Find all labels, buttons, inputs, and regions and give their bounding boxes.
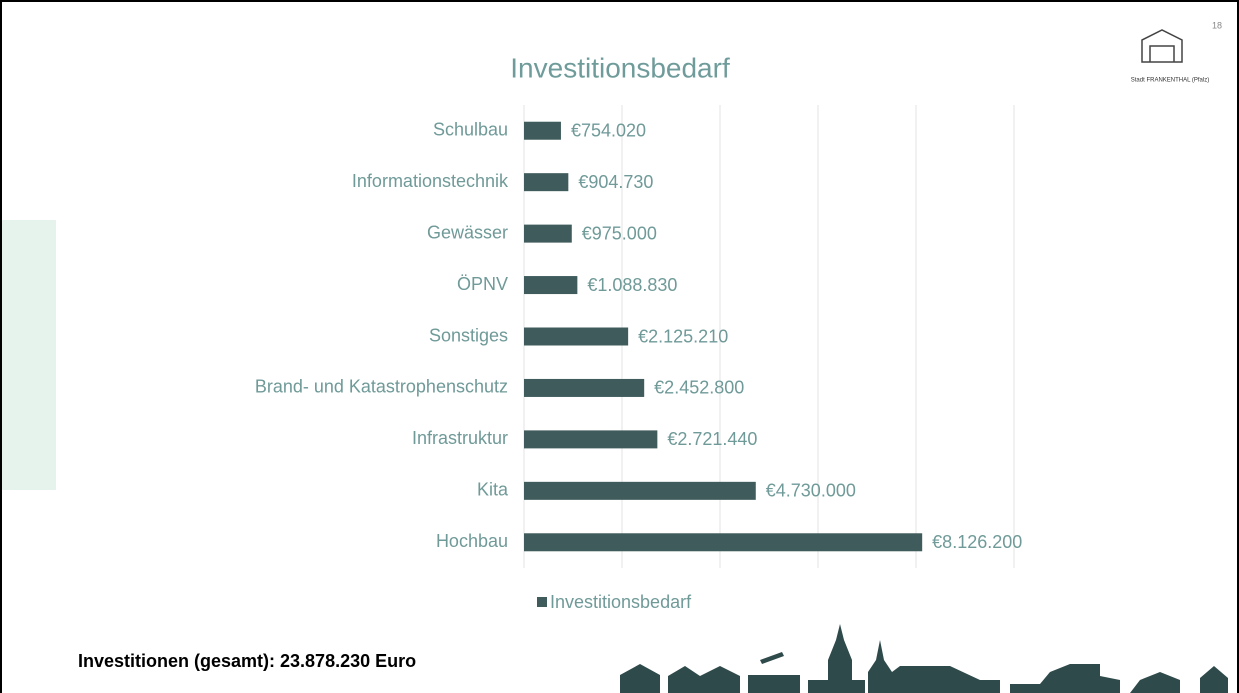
logo-icon [1141,29,1183,63]
bar [524,481,756,500]
data-label: €754.020 [571,120,646,140]
data-label: €2.125.210 [638,326,728,346]
bar [524,430,658,449]
logo: Stadt FRANKENTHAL (Pfalz) [1131,29,1209,84]
side-panel [2,220,56,490]
chart-title: Investitionsbedarf [510,52,730,83]
data-label: €4.730.000 [766,481,856,501]
bar [524,327,629,346]
y-tick-label: Infrastruktur [412,428,508,448]
data-label: €975.000 [582,223,657,243]
legend-label: Investitionsbedarf [550,592,692,612]
y-tick-label: Brand- und Katastrophenschutz [255,377,508,397]
footer-total: Investitionen (gesamt): 23.878.230 Euro [78,651,416,671]
data-label: €8.126.200 [932,532,1022,552]
data-label: €1.088.830 [587,275,677,295]
y-tick-label: Sonstiges [429,325,508,345]
slide-number: 18 [1212,20,1222,30]
y-tick-label: ÖPNV [457,274,508,294]
bar [524,378,645,397]
plot: Schulbau Informationstechnik Gewässer ÖPNV S… [255,105,1022,612]
legend-swatch [537,597,547,607]
y-tick-label: Hochbau [436,531,508,551]
data-label: €2.452.800 [654,378,744,398]
data-label: €2.721.440 [667,429,757,449]
bar [524,121,561,140]
skyline [620,624,1228,693]
bar [524,173,569,192]
logo-text: Stadt FRANKENTHAL (Pfalz) [1131,78,1209,84]
bar [524,276,578,295]
y-tick-label: Informationstechnik [352,171,509,191]
bar [524,533,923,552]
y-tick-label: Kita [477,480,509,500]
bar [524,224,572,243]
y-tick-label: Schulbau [433,119,508,139]
y-tick-label: Gewässer [427,222,508,242]
data-label: €904.730 [578,172,653,192]
